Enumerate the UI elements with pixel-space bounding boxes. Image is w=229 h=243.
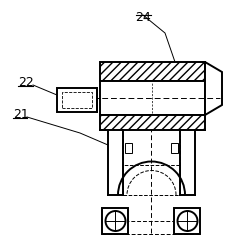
Bar xyxy=(100,81,204,115)
Bar xyxy=(100,62,204,81)
Circle shape xyxy=(105,211,125,231)
Text: 22: 22 xyxy=(18,77,34,89)
Bar xyxy=(102,208,128,234)
Bar xyxy=(170,143,177,153)
Bar xyxy=(123,165,179,195)
Bar xyxy=(62,92,92,108)
Bar xyxy=(100,115,204,130)
Bar xyxy=(174,208,200,234)
Text: 24: 24 xyxy=(135,11,150,24)
Bar xyxy=(124,143,131,153)
Polygon shape xyxy=(204,62,221,115)
Text: 21: 21 xyxy=(13,109,29,122)
Circle shape xyxy=(177,211,197,231)
Bar xyxy=(57,88,97,112)
